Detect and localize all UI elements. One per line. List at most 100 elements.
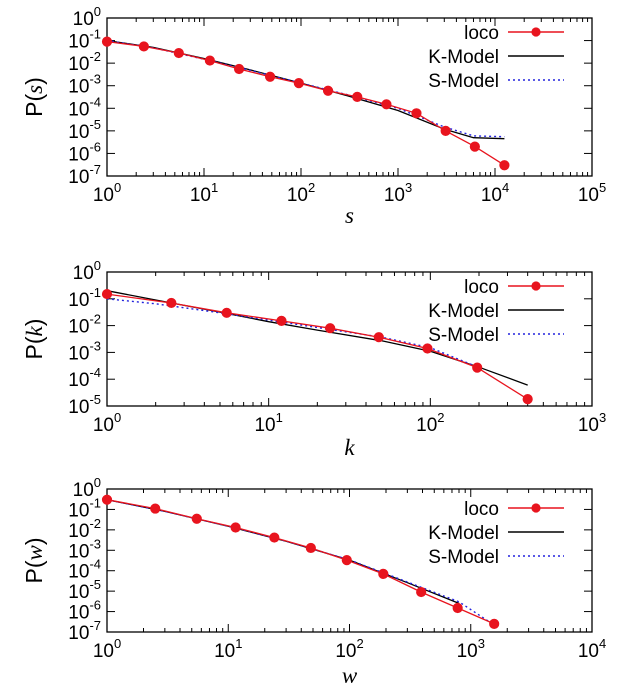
data-point-loco xyxy=(469,141,480,152)
y-axis-label: P(w) xyxy=(21,537,47,583)
legend-label-s-model: S-Model xyxy=(428,547,499,568)
x-tick-label: 101 xyxy=(190,180,218,206)
series-line-loco xyxy=(106,40,505,166)
y-tick-label: 10-3 xyxy=(68,72,101,98)
x-tick-label: 104 xyxy=(578,636,606,662)
x-tick-label: 100 xyxy=(93,636,121,662)
data-point-loco xyxy=(293,78,304,89)
y-tick-label: 10-3 xyxy=(68,338,101,364)
x-tick-label: 101 xyxy=(214,636,242,662)
data-point-loco xyxy=(411,108,422,119)
data-point-loco xyxy=(452,602,463,614)
x-tick-label: 103 xyxy=(457,636,485,662)
y-tick-label: 10-5 xyxy=(68,117,101,143)
legend-marker-loco xyxy=(531,27,541,37)
x-tick-label: 104 xyxy=(481,180,509,206)
data-point-loco xyxy=(204,55,215,66)
x-tick-label: 102 xyxy=(287,180,315,206)
data-point-loco xyxy=(230,522,241,533)
data-point-loco xyxy=(150,503,161,514)
legend-label-s-model: S-Model xyxy=(428,71,499,92)
y-tick-label: 100 xyxy=(73,4,101,30)
data-point-loco xyxy=(381,99,392,110)
y-axis-label: P(s) xyxy=(21,77,47,117)
data-point-loco xyxy=(472,362,483,373)
y-tick-label: 10-1 xyxy=(68,285,101,311)
y-tick-label: 10-5 xyxy=(68,577,101,603)
legend-marker-loco xyxy=(531,281,541,291)
legend-label-loco: loco xyxy=(464,23,499,44)
chart-panel-3: 100 101 102 103 10410-710-610-510-410-310-21… xyxy=(21,475,606,688)
series-line-k-model xyxy=(106,499,460,605)
y-axis-label: P(k) xyxy=(21,319,47,360)
data-point-loco xyxy=(499,160,510,171)
y-tick-label: 10-7 xyxy=(68,162,101,188)
data-point-loco xyxy=(322,85,334,96)
x-tick-label: 100 xyxy=(93,410,121,436)
data-point-loco xyxy=(373,332,384,343)
x-tick-label: 102 xyxy=(416,410,444,436)
chart-panel-1: 100 101 102 103 104 10510-710-610-510-410-310… xyxy=(21,4,606,228)
y-tick-label: 10-2 xyxy=(68,312,101,338)
series-line-s-model xyxy=(106,298,480,369)
data-point-loco xyxy=(101,494,113,505)
x-tick-label: 105 xyxy=(578,180,606,206)
legend-label-k-model: K-Model xyxy=(428,523,499,544)
data-point-loco xyxy=(416,586,427,598)
data-point-loco xyxy=(173,47,184,59)
data-point-loco xyxy=(101,36,113,47)
x-axis-label: w xyxy=(342,663,358,688)
data-point-loco xyxy=(440,125,451,136)
x-tick-label: 101 xyxy=(254,410,282,436)
data-point-loco xyxy=(101,288,113,300)
y-tick-label: 10-3 xyxy=(68,536,101,562)
y-tick-label: 10-6 xyxy=(68,598,101,624)
y-tick-label: 10-7 xyxy=(68,618,101,644)
data-point-loco xyxy=(378,568,389,579)
legend-label-s-model: S-Model xyxy=(428,325,499,346)
plot-frame xyxy=(106,17,593,177)
data-point-loco xyxy=(191,513,202,524)
plot-frame xyxy=(106,271,593,407)
y-tick-label: 100 xyxy=(73,475,101,501)
legend-label-loco: loco xyxy=(464,277,499,298)
data-point-loco xyxy=(422,343,433,354)
data-point-loco xyxy=(264,71,276,82)
legend-label-k-model: K-Model xyxy=(428,301,499,322)
data-point-loco xyxy=(276,315,287,326)
x-tick-label: 103 xyxy=(384,180,412,206)
x-axis-label: k xyxy=(344,435,355,460)
y-tick-label: 10-2 xyxy=(68,516,101,542)
data-point-loco xyxy=(166,297,177,309)
data-point-loco xyxy=(325,323,336,334)
y-tick-label: 10-1 xyxy=(68,27,101,53)
legend: loco K-Model S-Model xyxy=(428,277,564,346)
data-point-loco xyxy=(305,542,316,554)
legend: loco K-Model S-Model xyxy=(428,499,564,568)
x-axis-label: s xyxy=(345,203,354,228)
y-tick-label: 10-4 xyxy=(68,365,101,391)
y-tick-label: 10-4 xyxy=(68,94,101,120)
data-point-loco xyxy=(341,555,352,566)
y-tick-label: 10-2 xyxy=(68,49,101,75)
y-tick-label: 10-6 xyxy=(68,139,101,165)
data-point-loco xyxy=(489,618,500,629)
data-point-loco xyxy=(352,91,363,102)
chart-panel-2: 100 101 102 10310-510-410-310-210-1100kP(k)… xyxy=(21,258,606,460)
data-point-loco xyxy=(221,307,232,318)
data-point-loco xyxy=(269,532,280,543)
data-point-loco xyxy=(522,394,533,405)
y-tick-label: 100 xyxy=(73,258,101,284)
legend-marker-loco xyxy=(531,503,541,513)
x-tick-label: 103 xyxy=(578,410,606,436)
x-tick-label: 102 xyxy=(335,636,363,662)
legend: loco K-Model S-Model xyxy=(428,23,564,92)
legend-label-loco: loco xyxy=(464,499,499,520)
y-tick-label: 10-5 xyxy=(68,392,101,418)
data-point-loco xyxy=(233,63,245,75)
y-tick-label: 10-1 xyxy=(68,495,101,521)
data-point-loco xyxy=(138,41,149,52)
legend-label-k-model: K-Model xyxy=(428,47,499,68)
y-tick-label: 10-4 xyxy=(68,557,101,583)
